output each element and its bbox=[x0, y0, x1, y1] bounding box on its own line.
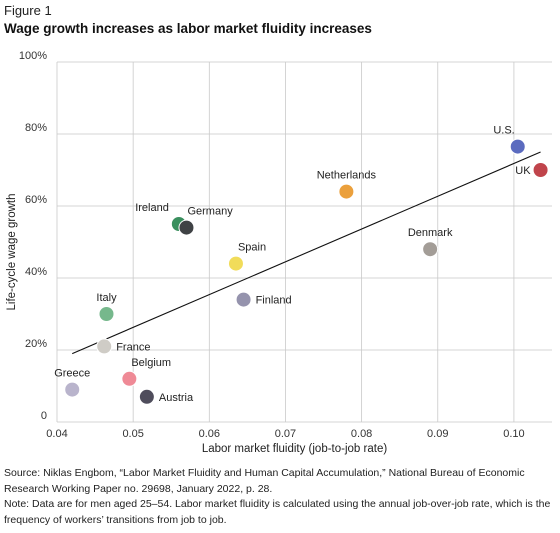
y-tick-label: 40% bbox=[25, 266, 47, 278]
data-point-denmark bbox=[422, 241, 439, 258]
data-point-finland bbox=[235, 291, 252, 308]
x-tick-label: 0.10 bbox=[503, 428, 524, 440]
data-point-austria bbox=[138, 388, 155, 405]
x-tick-label: 0.09 bbox=[427, 428, 448, 440]
point-label-finland: Finland bbox=[256, 295, 292, 307]
scatter-chart: 020%40%60%80%100% 0.04 0.05 0.06 0.07 0.08 0.… bbox=[6, 50, 552, 455]
point-labels: U.S. UK Netherlands Denmark Ireland Germany Sp… bbox=[54, 125, 531, 404]
point-label-uk: UK bbox=[515, 165, 531, 177]
point-label-france: France bbox=[116, 341, 150, 353]
x-tick-labels: 0.04 0.05 0.06 0.07 0.08 0.09 0.10 bbox=[46, 428, 524, 440]
y-axis-title: Life-cycle wage growth bbox=[6, 194, 18, 311]
data-note: Note: Data are for men aged 25–54. Labor… bbox=[4, 498, 551, 526]
y-tick-label: 60% bbox=[25, 194, 47, 206]
point-label-us: U.S. bbox=[493, 125, 514, 137]
point-label-germany: Germany bbox=[187, 206, 233, 218]
point-label-ireland: Ireland bbox=[135, 202, 169, 214]
point-label-denmark: Denmark bbox=[408, 227, 453, 239]
y-tick-label: 80% bbox=[25, 122, 47, 134]
x-axis-title: Labor market fluidity (job-to-job rate) bbox=[202, 443, 388, 455]
figure-label: Figure 1 bbox=[4, 3, 52, 18]
y-tick-label: 100% bbox=[19, 50, 47, 62]
data-point-germany bbox=[178, 219, 195, 236]
x-tick-label: 0.08 bbox=[351, 428, 372, 440]
point-label-italy: Italy bbox=[96, 292, 117, 304]
data-points bbox=[64, 138, 549, 405]
data-point-netherlands bbox=[338, 183, 355, 200]
point-label-netherlands: Netherlands bbox=[317, 170, 377, 182]
data-point-uk bbox=[532, 162, 549, 178]
source-note: Source: Niklas Engbom, “Labor Market Flu… bbox=[4, 467, 525, 495]
x-tick-label: 0.05 bbox=[122, 428, 143, 440]
point-label-spain: Spain bbox=[238, 242, 266, 254]
point-label-austria: Austria bbox=[159, 392, 194, 404]
point-label-belgium: Belgium bbox=[131, 357, 171, 369]
chart-title: Wage growth increases as labor market fl… bbox=[4, 21, 372, 36]
data-point-us bbox=[509, 138, 526, 155]
point-label-greece: Greece bbox=[54, 368, 90, 380]
data-point-spain bbox=[227, 255, 244, 272]
y-tick-labels: 0 20% 40% 60% 80% 100% bbox=[19, 50, 47, 422]
trend-line bbox=[72, 151, 541, 355]
data-point-italy bbox=[98, 306, 115, 322]
grid bbox=[56, 61, 552, 423]
y-tick-label: 0 bbox=[41, 410, 47, 422]
data-point-france bbox=[96, 338, 113, 355]
y-tick-label: 20% bbox=[25, 338, 47, 350]
data-point-belgium bbox=[121, 370, 138, 387]
x-tick-label: 0.07 bbox=[275, 428, 296, 440]
x-tick-label: 0.04 bbox=[46, 428, 67, 440]
chart-notes: Source: Niklas Engbom, “Labor Market Flu… bbox=[4, 466, 556, 528]
x-tick-label: 0.06 bbox=[199, 428, 220, 440]
data-point-greece bbox=[64, 381, 81, 398]
